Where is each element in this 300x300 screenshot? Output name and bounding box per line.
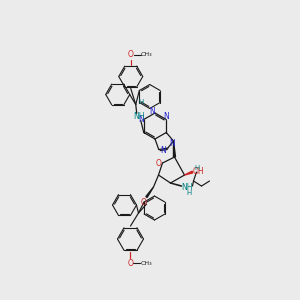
Text: NH: NH — [133, 112, 145, 121]
Polygon shape — [146, 187, 154, 197]
Text: H: H — [187, 190, 192, 196]
Text: N: N — [149, 107, 155, 116]
Polygon shape — [173, 141, 175, 157]
Text: O: O — [128, 259, 134, 268]
Text: N: N — [164, 112, 169, 121]
Text: O: O — [141, 197, 146, 206]
Polygon shape — [184, 171, 193, 175]
Text: H: H — [138, 100, 143, 106]
Text: NH: NH — [182, 182, 193, 191]
Text: CH₃: CH₃ — [141, 260, 152, 266]
Text: N: N — [138, 115, 144, 124]
Text: H: H — [195, 165, 200, 171]
Text: OH: OH — [193, 167, 204, 176]
Text: N: N — [169, 139, 175, 148]
Text: O: O — [128, 50, 134, 59]
Text: CH₃: CH₃ — [141, 52, 153, 57]
Text: O: O — [156, 158, 161, 167]
Text: N: N — [160, 146, 166, 155]
